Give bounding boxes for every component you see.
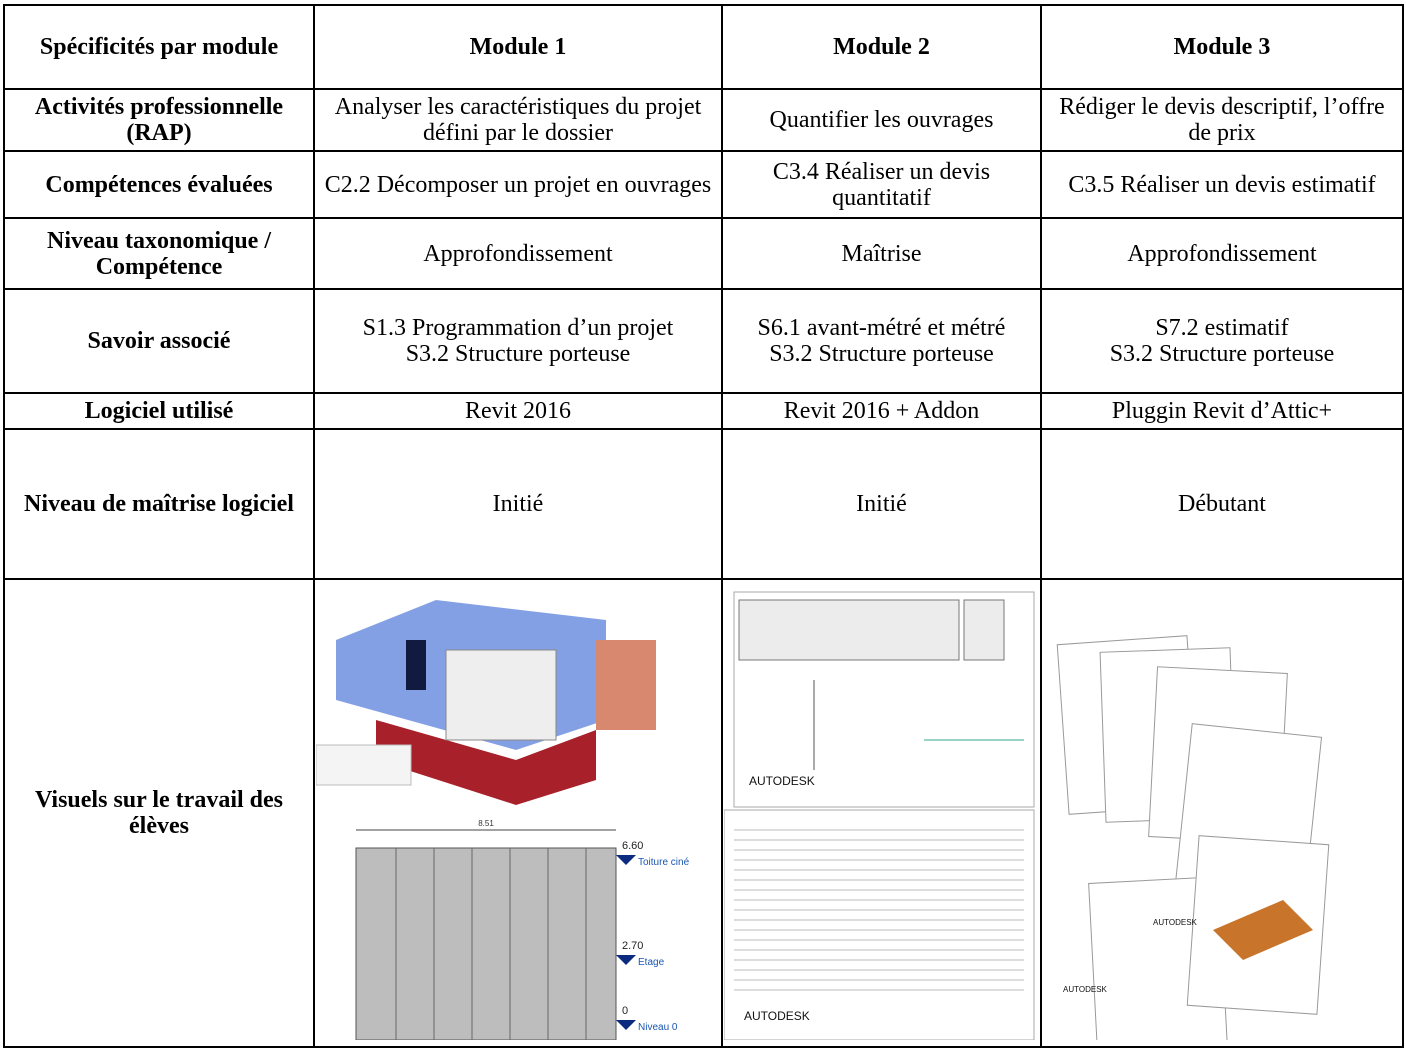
cell: Revit 2016 bbox=[313, 392, 723, 430]
cell: C2.2 Décomposer un projet en ouvrages bbox=[313, 150, 723, 219]
model-base bbox=[376, 720, 596, 805]
header-cell: Visuels sur le travail des élèves bbox=[3, 578, 315, 1048]
level-value: 0 bbox=[622, 1005, 628, 1017]
visuals-row: Visuels sur le travail des élèves 8.51 6.6… bbox=[3, 578, 1404, 1048]
row: Savoir associé S1.3 Programmation d’un pr… bbox=[3, 288, 1404, 394]
cell: Initié bbox=[313, 428, 723, 580]
row: Compétences évaluées C2.2 Décomposer un p… bbox=[3, 150, 1404, 219]
cell: C3.5 Réaliser un devis estimatif bbox=[1040, 150, 1404, 219]
level-marker bbox=[616, 855, 636, 865]
logo: AUTODESK bbox=[1063, 985, 1108, 994]
row: Niveau taxonomique / Compétence Approfond… bbox=[3, 217, 1404, 290]
elevation-width: 8.51 bbox=[478, 819, 494, 828]
model-thumb bbox=[1213, 900, 1313, 960]
visual-cell: AUTODESK AUTODESK bbox=[721, 578, 1042, 1048]
sheet-view bbox=[738, 599, 960, 661]
header-cell: Logiciel utilisé bbox=[3, 392, 315, 430]
header-cell: Niveau de maîtrise logiciel bbox=[3, 428, 315, 580]
header-cell: Activités professionnelle (RAP) bbox=[3, 88, 315, 152]
cell: Débutant bbox=[1040, 428, 1404, 580]
logo: AUTODESK bbox=[744, 1009, 810, 1023]
cell: Maîtrise bbox=[721, 217, 1042, 290]
header-cell: Module 3 bbox=[1040, 4, 1404, 90]
header-cell: Spécificités par module bbox=[3, 4, 315, 90]
header-cell: Compétences évaluées bbox=[3, 150, 315, 219]
cell: S1.3 Programmation d’un projet S3.2 Stru… bbox=[313, 288, 723, 394]
visual-cell: 8.51 6.60 Toiture ciné 2.70 Etage 0 Niveau 0 bbox=[313, 578, 723, 1048]
cell: Pluggin Revit d’Attic+ bbox=[1040, 392, 1404, 430]
header-cell: Module 2 bbox=[721, 4, 1042, 90]
sheet-view bbox=[963, 599, 1005, 661]
cell: Initié bbox=[721, 428, 1042, 580]
elevation-wall bbox=[355, 847, 617, 1041]
model-legend bbox=[315, 744, 412, 786]
cell: Rédiger le devis descriptif, l’offre de … bbox=[1040, 88, 1404, 152]
visual: AUTODESK AUTODESK bbox=[1056, 635, 1330, 1048]
row: Logiciel utilisé Revit 2016 Revit 2016 + A… bbox=[3, 392, 1404, 430]
visual-cell: AUTODESK AUTODESK bbox=[1040, 578, 1404, 1048]
cell: Revit 2016 + Addon bbox=[721, 392, 1042, 430]
cell: Approfondissement bbox=[313, 217, 723, 290]
level-value: 6.60 bbox=[622, 840, 643, 852]
sheet bbox=[723, 809, 1035, 1041]
cell: S6.1 avant-métré et métré S3.2 Structure… bbox=[721, 288, 1042, 394]
header-cell: Savoir associé bbox=[3, 288, 315, 394]
level-marker bbox=[616, 1020, 636, 1030]
visual: 8.51 6.60 Toiture ciné 2.70 Etage 0 Niveau 0 bbox=[315, 600, 690, 1041]
visual: AUTODESK AUTODESK bbox=[723, 591, 1035, 1041]
level-value: 2.70 bbox=[622, 940, 643, 952]
level-name: Etage bbox=[638, 957, 665, 968]
model-wall-dark bbox=[406, 640, 426, 690]
level-marker bbox=[616, 955, 636, 965]
row: Niveau de maîtrise logiciel Initié Initié D… bbox=[3, 428, 1404, 580]
cell: Approfondissement bbox=[1040, 217, 1404, 290]
cell: Quantifier les ouvrages bbox=[721, 88, 1042, 152]
level-name: Niveau 0 bbox=[638, 1022, 678, 1033]
cell: S7.2 estimatif S3.2 Structure porteuse bbox=[1040, 288, 1404, 394]
logo: AUTODESK bbox=[1153, 918, 1198, 927]
cell: Analyser les caractéristiques du projet … bbox=[313, 88, 723, 152]
logo: AUTODESK bbox=[749, 774, 815, 788]
header-cell: Module 1 bbox=[313, 4, 723, 90]
cell: C3.4 Réaliser un devis quantitatif bbox=[721, 150, 1042, 219]
row: Activités professionnelle (RAP) Analyser … bbox=[3, 88, 1404, 152]
level-name: Toiture ciné bbox=[638, 857, 690, 868]
model-wall-pink bbox=[596, 640, 656, 730]
model-room bbox=[445, 649, 557, 741]
header-cell: Niveau taxonomique / Compétence bbox=[3, 217, 315, 290]
